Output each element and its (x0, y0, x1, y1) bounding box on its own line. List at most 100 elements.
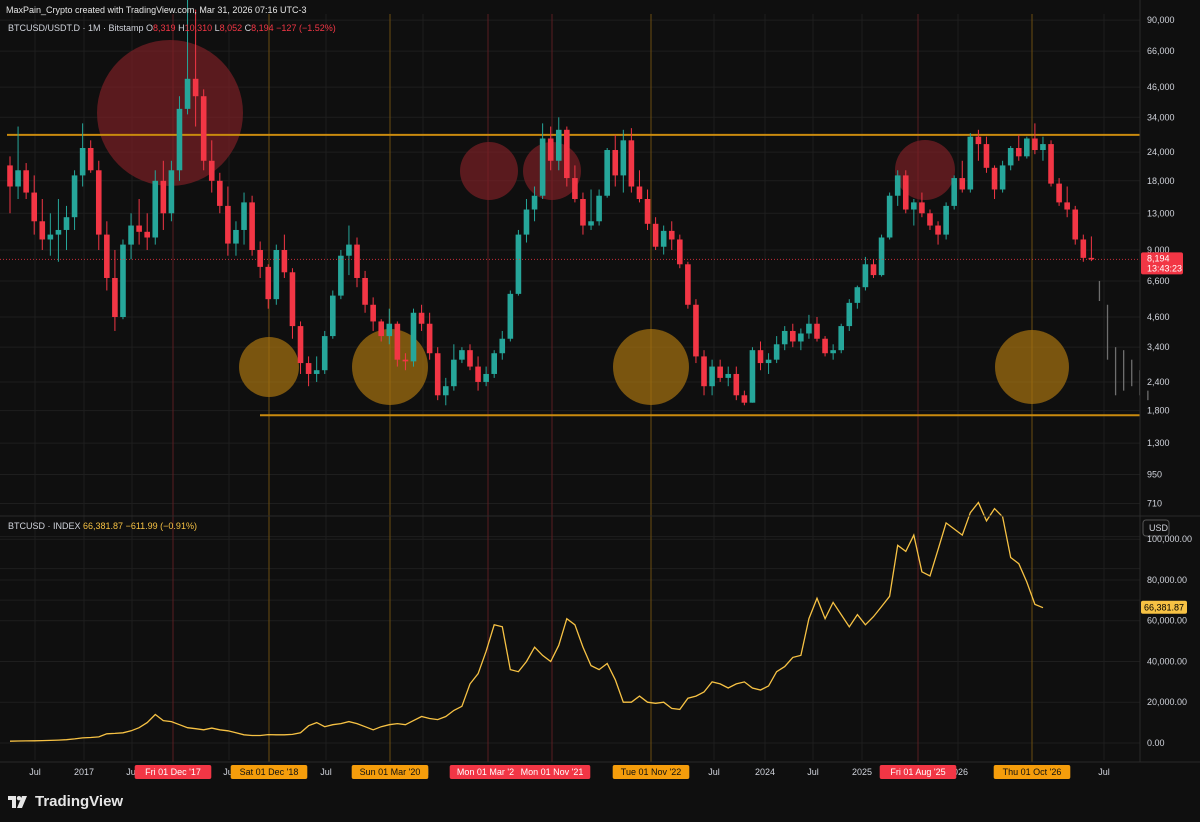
candle-body (289, 272, 296, 327)
candle-body (644, 199, 651, 224)
time-tick-label: Jul (1098, 767, 1110, 777)
candle-body (120, 244, 126, 318)
candle-body (483, 373, 489, 382)
candle-body (830, 350, 836, 354)
candle-body (757, 350, 764, 364)
candle-body (854, 287, 861, 303)
candle-body (273, 250, 280, 300)
candle-body (39, 221, 46, 240)
candle-body (862, 264, 869, 288)
price-tick-label: 24,000 (1147, 147, 1175, 157)
candle-body (668, 230, 675, 240)
candle-body (168, 170, 175, 214)
candle-body (620, 140, 627, 176)
legend-part: L (215, 23, 220, 33)
price-tick-label: 3,400 (1147, 342, 1170, 352)
candle-body (23, 170, 29, 193)
candle-body (1080, 239, 1087, 258)
date-tag-label: Sun 01 Mar '20 (360, 767, 421, 777)
index-tick-label: 20,000.00 (1147, 697, 1187, 707)
candle-body (338, 255, 344, 296)
currency-box (1142, 519, 1170, 537)
price-tick-label: 90,000 (1147, 15, 1175, 25)
candle-body (410, 312, 417, 362)
candle-body (531, 195, 538, 210)
candle-body (781, 330, 788, 345)
price-axis-top[interactable]: 240,000180,000130,00090,00066,00046,0003… (1141, 0, 1183, 509)
candle-body (442, 386, 449, 396)
candle-body (346, 244, 352, 256)
price-tick-label: 1,300 (1147, 438, 1170, 448)
candle-body (959, 178, 966, 190)
price-tick-label: 6,600 (1147, 276, 1170, 286)
candle-body (321, 336, 328, 371)
candle-body (612, 150, 619, 176)
price-tick-label: 1,800 (1147, 406, 1170, 416)
candle-body (257, 250, 263, 267)
candle-body (749, 350, 756, 403)
candle-body (63, 217, 70, 230)
candle-body (459, 350, 465, 360)
candle-body (983, 144, 990, 168)
candle-body (95, 170, 102, 235)
tradingview-logo[interactable]: TradingView (8, 793, 123, 810)
candle-body (79, 148, 86, 176)
index-legend: BTCUSD · INDEX 66,381.87 −611.99 (−0.91%… (8, 521, 197, 531)
index-line-series (9, 501, 1044, 742)
candle-body (967, 136, 974, 190)
time-tick-label: Jul (320, 767, 332, 777)
orange-highlight-circle (352, 329, 428, 405)
candle-body (144, 231, 150, 238)
time-tick-label: Jul (223, 767, 235, 777)
candle-body (426, 323, 433, 354)
time-axis[interactable]: Jul2017JulJulJulJulJul2024Jul20252026Jul… (29, 765, 1110, 779)
candle-body (660, 230, 667, 247)
candle-body (894, 175, 901, 196)
candle-body (281, 250, 288, 273)
index-tick-label: 80,000.00 (1147, 575, 1187, 585)
candle-body (241, 202, 247, 230)
price-tick-label: 710 (1147, 499, 1162, 509)
candle-body (1032, 138, 1038, 151)
candle-body (55, 229, 62, 235)
time-tick-label: Jul (29, 767, 41, 777)
legend-part: H (178, 23, 185, 33)
candle-body (677, 239, 683, 265)
date-tag-badge (351, 765, 429, 779)
candle-body (499, 338, 506, 354)
legend-part: BTCUSD · INDEX (8, 521, 83, 531)
projection-candles (1098, 280, 1149, 401)
candle-body (208, 160, 215, 181)
candle-body (628, 140, 635, 187)
candle-body (846, 302, 853, 327)
candle-body (507, 293, 514, 339)
candle-body (1040, 144, 1046, 151)
currency-label: USD (1149, 523, 1169, 533)
index-tick-label: 100,000.00 (1147, 534, 1192, 544)
candle-body (362, 277, 368, 305)
index-last-label: 66,381.87 (1144, 603, 1184, 613)
orange-highlight-circle (995, 330, 1069, 404)
last-price-badge (1141, 252, 1183, 275)
candle-body (1056, 183, 1062, 203)
price-tick-label: 66,000 (1147, 46, 1175, 56)
candle-body (192, 78, 199, 97)
legend-part: 10,310 (185, 23, 215, 33)
red-highlight-circle (460, 142, 518, 200)
candle-body (733, 373, 740, 396)
legend-part: 8,319 (153, 23, 178, 33)
candle-body (919, 202, 925, 214)
candle-body (491, 353, 497, 374)
candle-body (7, 165, 13, 187)
candle-body (87, 148, 94, 171)
candle-body (822, 338, 828, 354)
candle-body (814, 323, 820, 339)
candle-body (225, 205, 231, 244)
candle-body (1024, 138, 1030, 157)
candle-body (886, 195, 893, 238)
date-tag-label: Fri 01 Dec '17 (145, 767, 201, 777)
candle-body (1064, 202, 1070, 210)
candle-body (128, 225, 134, 245)
